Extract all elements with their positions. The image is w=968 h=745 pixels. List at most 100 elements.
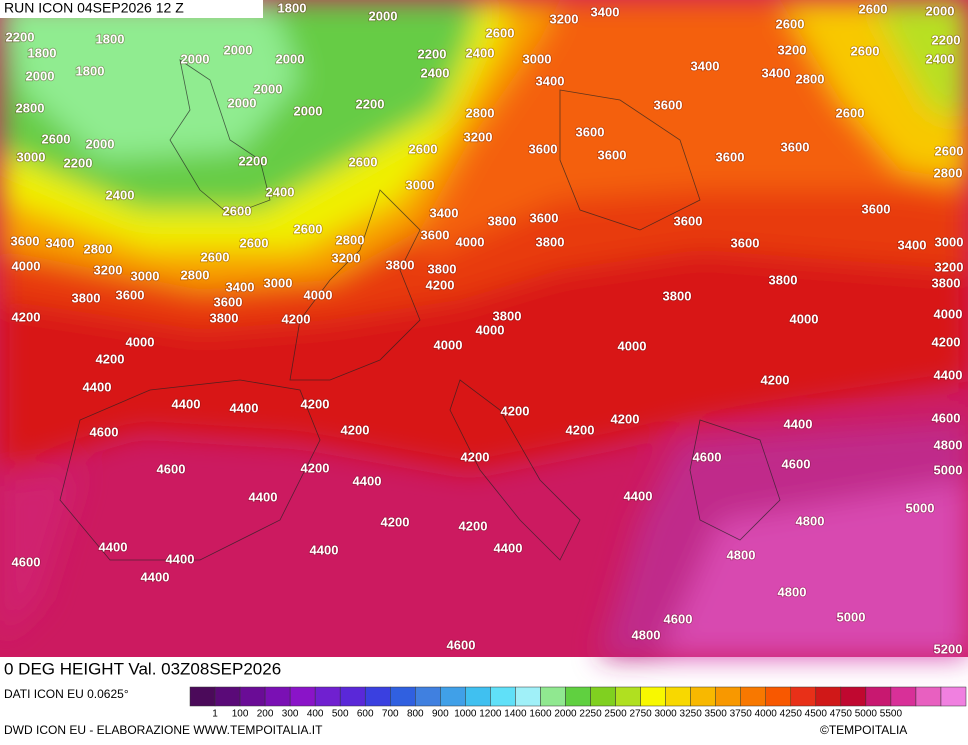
colorbar-swatch	[840, 686, 867, 707]
contour-label: 3400	[591, 4, 620, 19]
contour-label: 3600	[116, 287, 145, 302]
contour-label: 1800	[76, 63, 105, 78]
contour-label: 4400	[784, 416, 813, 431]
contour-label: 4600	[932, 410, 961, 425]
colorbar-swatch	[289, 686, 316, 707]
contour-label: 4200	[12, 309, 41, 324]
colorbar-label: 1200	[479, 709, 502, 720]
colorbar-swatch	[765, 686, 792, 707]
contour-label: 2200	[64, 155, 93, 170]
contour-label: 2600	[935, 143, 964, 158]
data-source: DATI ICON EU 0.0625°	[4, 687, 129, 701]
contour-label: 4200	[282, 311, 311, 326]
contour-label: 3800	[488, 213, 517, 228]
contour-label: 2200	[418, 46, 447, 61]
contour-label: 2400	[926, 51, 955, 66]
contour-label: 4800	[796, 513, 825, 528]
contour-label: 3800	[493, 308, 522, 323]
contour-label: 4600	[664, 611, 693, 626]
contour-label: 2600	[851, 43, 880, 58]
contour-label: 3600	[214, 294, 243, 309]
contour-label: 3600	[731, 235, 760, 250]
colorbar-swatch	[515, 686, 541, 707]
contour-label: 2400	[106, 187, 135, 202]
contour-label: 2800	[796, 71, 825, 86]
contour-label: 3600	[716, 149, 745, 164]
contour-label: 3000	[935, 234, 964, 249]
contour-label: 2600	[859, 1, 888, 16]
colorbar-label: 500	[332, 709, 349, 720]
contour-label: 3800	[428, 261, 457, 276]
contour-label: 4400	[934, 367, 963, 382]
colorbar-label: 1000	[454, 709, 477, 720]
colorbar-swatch	[815, 686, 842, 707]
contour-label: 3200	[550, 11, 579, 26]
contour-label: 4000	[618, 338, 647, 353]
contour-label: 4200	[611, 411, 640, 426]
field-title: 0 DEG HEIGHT Val. 03Z08SEP2026	[4, 659, 281, 678]
colorbar-swatch	[690, 686, 716, 707]
colorbar-swatch	[740, 686, 766, 707]
contour-label: 2200	[239, 153, 268, 168]
contour-label: 4200	[426, 277, 455, 292]
contour-label: 5200	[934, 641, 963, 656]
contour-label: 4200	[461, 449, 490, 464]
contour-label: 2200	[356, 96, 385, 111]
contour-label: 4200	[501, 403, 530, 418]
contour-label: 2000	[224, 42, 253, 57]
contour-label: 2800	[466, 105, 495, 120]
contour-label: 3400	[762, 65, 791, 80]
contour-label: 3400	[898, 237, 927, 252]
contour-label: 2000	[294, 103, 323, 118]
contour-label: 3800	[386, 257, 415, 272]
contour-label: 4400	[230, 400, 259, 415]
contour-label: 2600	[776, 16, 805, 31]
contour-label: 4400	[624, 488, 653, 503]
contour-label: 2600	[349, 154, 378, 169]
title-box	[0, 657, 413, 683]
colorbar-label: 5500	[880, 709, 903, 720]
contour-label: 3800	[72, 290, 101, 305]
colorbar-swatch	[715, 686, 741, 707]
contour-label: 4400	[249, 489, 278, 504]
contour-label: 3000	[523, 51, 552, 66]
contour-label: 4400	[310, 542, 339, 557]
contour-label: 3800	[769, 272, 798, 287]
contour-label: 4400	[166, 551, 195, 566]
colorbar-label: 3000	[654, 709, 677, 720]
contour-label: 2000	[369, 8, 398, 23]
contour-label: 3400	[226, 279, 255, 294]
contour-label: 4200	[566, 422, 595, 437]
logo: ©TEMPOITALIA	[820, 723, 907, 737]
contour-label: 3000	[131, 268, 160, 283]
colorbar-swatch	[264, 686, 291, 707]
contour-label: 4000	[476, 322, 505, 337]
contour-label: 3600	[421, 227, 450, 242]
contour-label: 2400	[266, 184, 295, 199]
contour-label: 4600	[782, 456, 811, 471]
contour-label: 2600	[409, 141, 438, 156]
contour-label: 4200	[301, 460, 330, 475]
contour-label: 4200	[459, 518, 488, 533]
colorbar-swatch	[189, 686, 216, 707]
colorbar-swatch	[890, 686, 917, 707]
colorbar-swatch	[214, 686, 241, 707]
contour-label: 4000	[126, 334, 155, 349]
colorbar-label: 600	[357, 709, 374, 720]
colorbar-swatch	[490, 686, 516, 707]
contour-label: 3600	[781, 139, 810, 154]
contour-label: 4600	[447, 637, 476, 652]
contour-label: 4600	[157, 461, 186, 476]
contour-label: 4400	[172, 396, 201, 411]
contour-label: 2000	[26, 68, 55, 83]
contour-label: 1800	[96, 31, 125, 46]
colorbar-swatch	[364, 686, 391, 707]
contour-label: 4200	[301, 396, 330, 411]
colorbar-swatch	[915, 686, 942, 707]
colorbar-swatch	[440, 686, 466, 707]
colorbar-label: 400	[307, 709, 324, 720]
colorbar-label: 200	[257, 709, 274, 720]
contour-label: 3400	[536, 73, 565, 88]
contour-label: 4600	[693, 449, 722, 464]
contour-label: 2600	[486, 25, 515, 40]
